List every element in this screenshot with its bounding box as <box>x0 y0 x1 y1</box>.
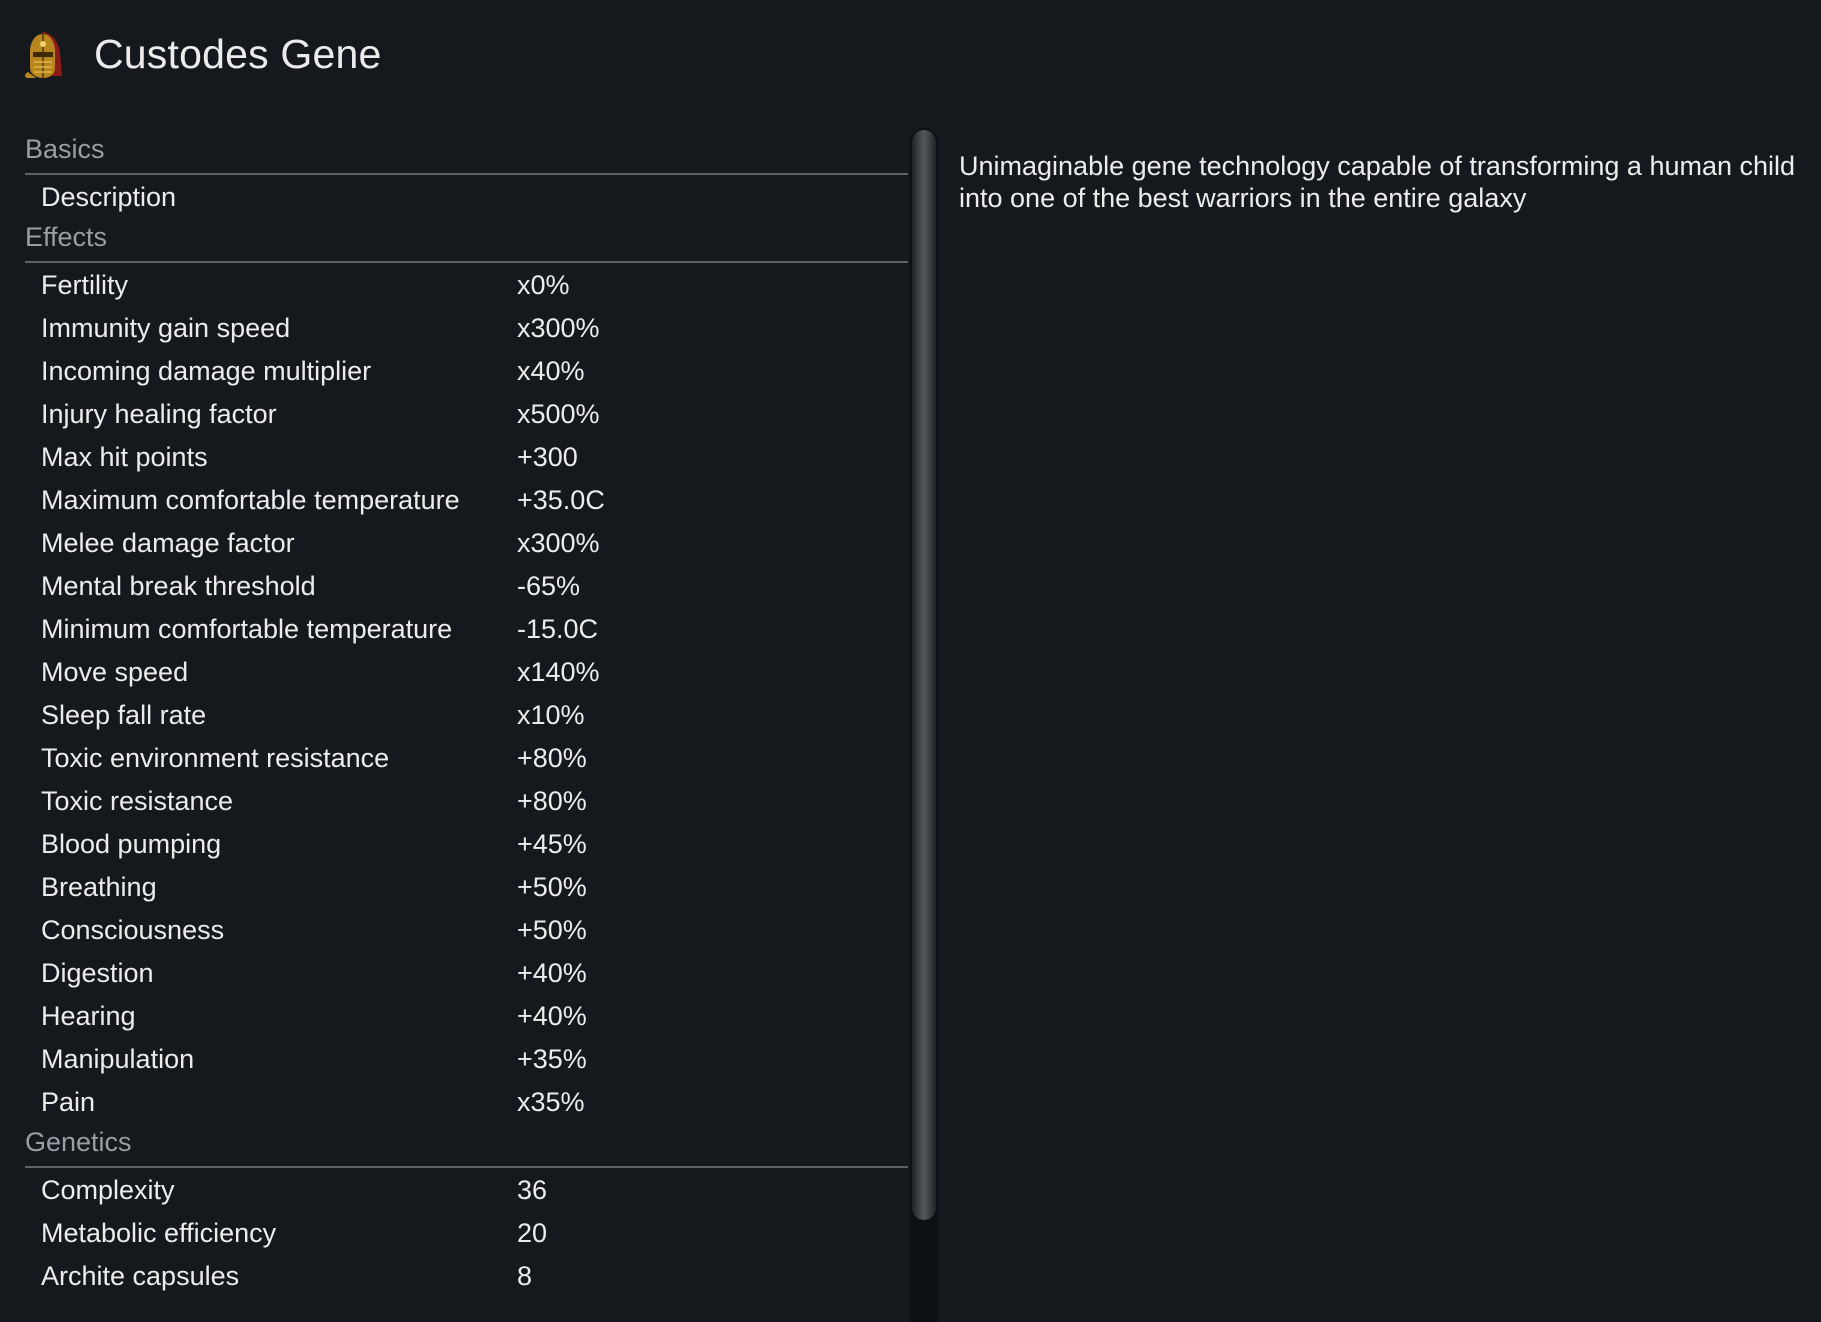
stat-row[interactable]: Incoming damage multiplier x40% <box>25 349 908 392</box>
stat-row[interactable]: Mental break threshold -65% <box>25 564 908 607</box>
stat-value: 36 <box>517 1175 548 1205</box>
stat-value: -65% <box>517 571 581 601</box>
stat-row[interactable]: Minimum comfortable temperature -15.0C <box>25 607 908 650</box>
stat-label: Pain <box>41 1087 96 1117</box>
stat-label: Sleep fall rate <box>41 700 207 730</box>
stat-label: Manipulation <box>41 1044 195 1074</box>
stat-row[interactable]: Move speed x140% <box>25 650 908 693</box>
stat-label: Digestion <box>41 958 154 988</box>
stat-label: Maximum comfortable temperature <box>41 485 460 515</box>
stat-row[interactable]: Complexity 36 <box>25 1168 908 1211</box>
stat-value: x40% <box>517 356 585 386</box>
stat-row[interactable]: Melee damage factor x300% <box>25 521 908 564</box>
stat-label: Consciousness <box>41 915 225 945</box>
stat-row[interactable]: Blood pumping +45% <box>25 822 908 865</box>
stat-value: +40% <box>517 958 587 988</box>
stat-label: Description <box>41 182 177 212</box>
stat-value: x300% <box>517 528 600 558</box>
stat-row[interactable]: Digestion +40% <box>25 951 908 994</box>
stat-value: +35% <box>517 1044 587 1074</box>
page-title: Custodes Gene <box>94 30 382 77</box>
section-title: Genetics <box>25 1127 132 1157</box>
stat-row[interactable]: Immunity gain speed x300% <box>25 306 908 349</box>
stat-label: Mental break threshold <box>41 571 316 601</box>
stat-row[interactable]: Injury healing factor x500% <box>25 392 908 435</box>
section-title: Effects <box>25 222 108 252</box>
stat-label: Hearing <box>41 1001 136 1031</box>
stat-value: x500% <box>517 399 600 429</box>
stat-row[interactable]: Max hit points +300 <box>25 435 908 478</box>
stat-label: Breathing <box>41 872 157 902</box>
stat-row[interactable]: Toxic environment resistance +80% <box>25 736 908 779</box>
stat-label: Move speed <box>41 657 189 687</box>
stat-label: Minimum comfortable temperature <box>41 614 453 644</box>
stat-label: Immunity gain speed <box>41 313 291 343</box>
section-header-genetics: Genetics <box>25 1123 908 1168</box>
stat-row[interactable]: Hearing +40% <box>25 994 908 1037</box>
stat-value: 20 <box>517 1218 548 1248</box>
section-title: Basics <box>25 134 105 164</box>
scrollbar-thumb[interactable] <box>912 130 936 1220</box>
stat-row[interactable]: Breathing +50% <box>25 865 908 908</box>
stat-value: x300% <box>517 313 600 343</box>
stat-row[interactable]: Sleep fall rate x10% <box>25 693 908 736</box>
stats-pane: Basics Description Effects Fertility x0% … <box>25 130 908 1297</box>
stat-value: 8 <box>517 1261 533 1291</box>
stat-label: Metabolic efficiency <box>41 1218 277 1248</box>
stat-value: +45% <box>517 829 587 859</box>
stat-row[interactable]: Consciousness +50% <box>25 908 908 951</box>
stat-row[interactable]: Fertility x0% <box>25 263 908 306</box>
stat-value: +35.0C <box>517 485 605 515</box>
stat-row[interactable]: Manipulation +35% <box>25 1037 908 1080</box>
stat-label: Melee damage factor <box>41 528 295 558</box>
description-text: Unimaginable gene technology capable of … <box>959 151 1796 213</box>
section-header-effects: Effects <box>25 218 908 263</box>
stat-row[interactable]: Pain x35% <box>25 1080 908 1123</box>
stat-label: Injury healing factor <box>41 399 277 429</box>
stat-row[interactable]: Maximum comfortable temperature +35.0C <box>25 478 908 521</box>
stat-row[interactable]: Metabolic efficiency 20 <box>25 1211 908 1254</box>
stat-label: Max hit points <box>41 442 208 472</box>
stat-label: Toxic environment resistance <box>41 743 390 773</box>
stat-row[interactable]: Archite capsules 8 <box>25 1254 908 1297</box>
stat-value: +50% <box>517 915 587 945</box>
stat-label: Blood pumping <box>41 829 222 859</box>
stat-value: +80% <box>517 743 587 773</box>
stat-value: +80% <box>517 786 587 816</box>
stat-label: Toxic resistance <box>41 786 234 816</box>
stat-value: x0% <box>517 270 570 300</box>
header: Custodes Gene <box>22 26 382 82</box>
stat-value: +300 <box>517 442 578 472</box>
custodes-helmet-icon <box>25 32 62 78</box>
stat-value: x10% <box>517 700 585 730</box>
stat-row[interactable]: Toxic resistance +80% <box>25 779 908 822</box>
stat-row-description[interactable]: Description <box>25 175 908 218</box>
stat-label: Complexity <box>41 1175 175 1205</box>
stat-label: Incoming damage multiplier <box>41 356 372 386</box>
stat-value: x140% <box>517 657 600 687</box>
stat-label: Archite capsules <box>41 1261 240 1291</box>
stat-value: +50% <box>517 872 587 902</box>
stat-value: +40% <box>517 1001 587 1031</box>
stat-value: x35% <box>517 1087 585 1117</box>
stat-value: -15.0C <box>517 614 599 644</box>
stat-label: Fertility <box>41 270 128 300</box>
section-header-basics: Basics <box>25 130 908 175</box>
